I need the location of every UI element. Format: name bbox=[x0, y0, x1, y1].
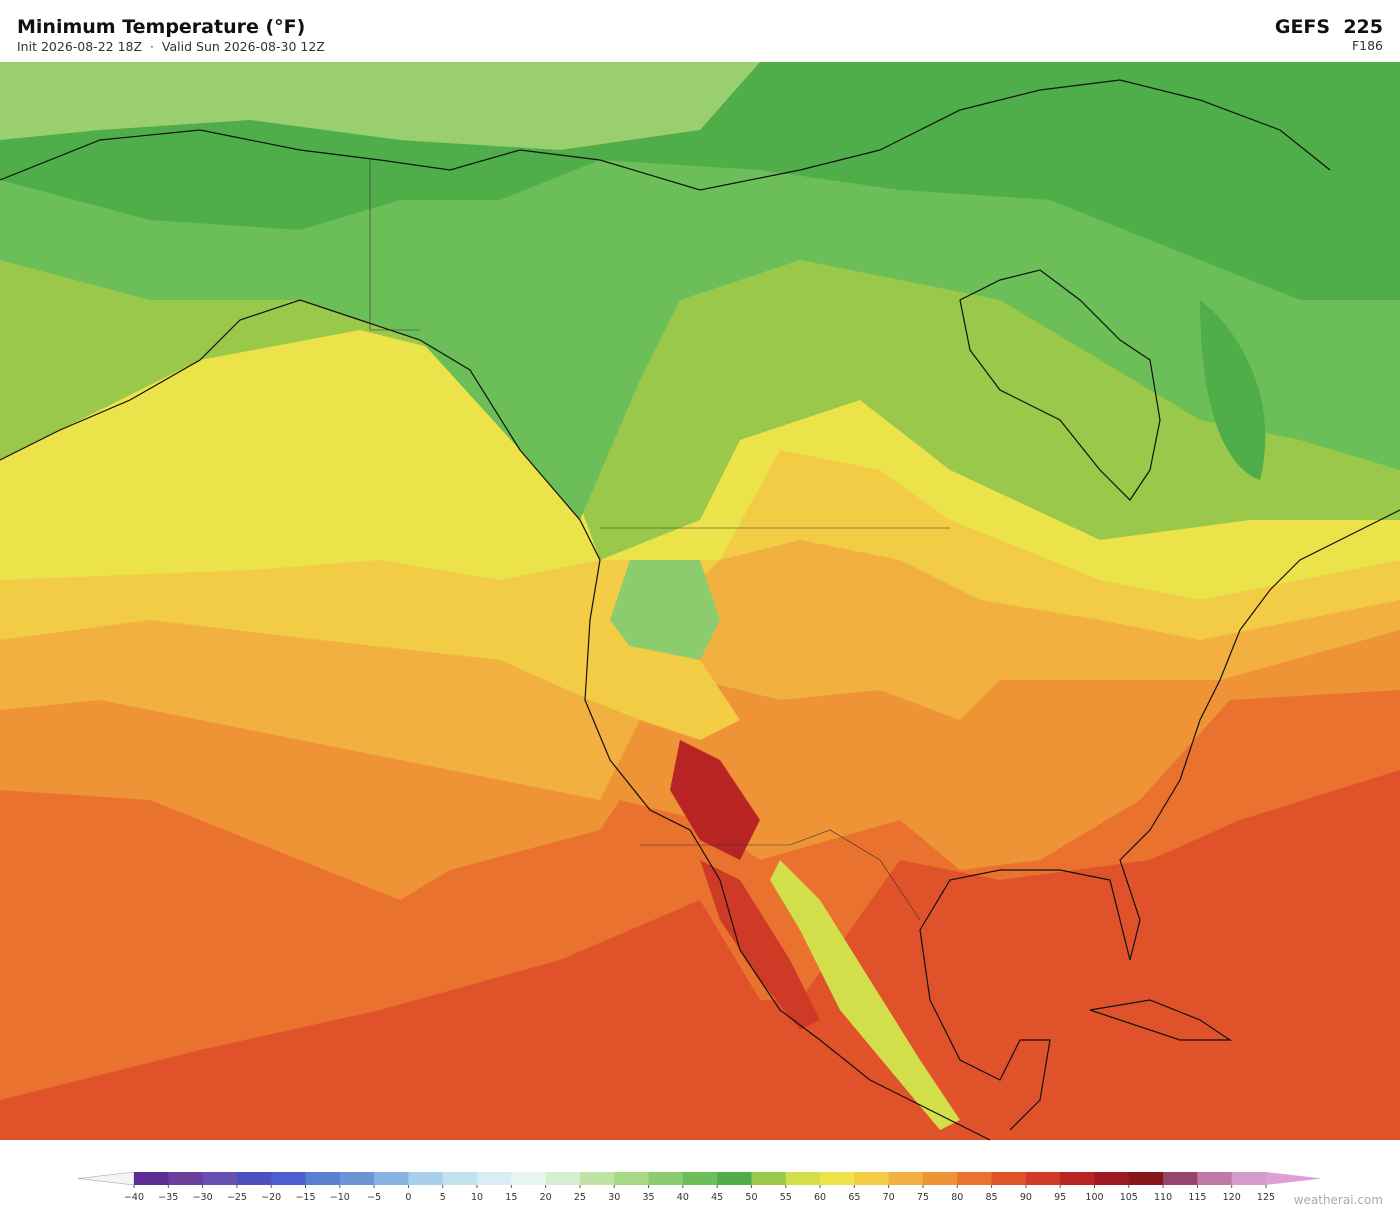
borders bbox=[369, 160, 950, 921]
coastline bbox=[959, 269, 1161, 501]
field bbox=[1200, 300, 1266, 480]
colorbar-tick-label: 85 bbox=[986, 1192, 998, 1203]
colorbar-tick-label: 70 bbox=[883, 1192, 895, 1203]
colorbar-tick-label: 50 bbox=[745, 1192, 757, 1203]
colorbar-segment bbox=[442, 1172, 478, 1185]
field bbox=[590, 640, 740, 740]
colorbar-tick-label: −25 bbox=[227, 1192, 247, 1203]
colorbar-segment bbox=[717, 1172, 752, 1185]
colorbar-segment bbox=[1094, 1172, 1130, 1185]
colorbar-segment bbox=[854, 1172, 890, 1185]
colorbar-segment bbox=[1231, 1172, 1267, 1185]
colorbar-tick-label: −15 bbox=[295, 1192, 315, 1203]
colorbar-segment bbox=[1197, 1172, 1233, 1185]
colorbar-segment bbox=[408, 1172, 444, 1185]
colorbar-tick-label: −30 bbox=[193, 1192, 213, 1203]
colorbar-segment bbox=[1060, 1172, 1095, 1185]
colorbar-tick-label: 40 bbox=[677, 1192, 689, 1203]
colorbar-tick-label: 60 bbox=[814, 1192, 826, 1203]
colorbar-segment bbox=[477, 1172, 512, 1185]
colorbar-segment bbox=[374, 1172, 409, 1185]
colorbar-tick-label: 105 bbox=[1120, 1192, 1138, 1203]
field bbox=[0, 62, 760, 150]
colorbar-tick-label: 110 bbox=[1154, 1192, 1172, 1203]
colorbar-tick-label: −40 bbox=[124, 1192, 144, 1203]
map bbox=[0, 62, 1400, 1140]
colorbar-tick-label: 15 bbox=[505, 1192, 517, 1203]
colorbar-segment bbox=[168, 1172, 204, 1185]
colorbar-tick-label: 95 bbox=[1054, 1192, 1066, 1203]
colorbar-tick-label: −35 bbox=[158, 1192, 178, 1203]
colorbar-tick-label: 80 bbox=[951, 1192, 963, 1203]
colorbar-segment bbox=[614, 1172, 650, 1185]
colorbar-segment bbox=[1163, 1172, 1198, 1185]
colorbar-tick-label: −10 bbox=[330, 1192, 350, 1203]
colorbar-tick-label: −5 bbox=[367, 1192, 381, 1203]
coastline bbox=[0, 79, 1331, 191]
colorbar-tick-label: −20 bbox=[261, 1192, 281, 1203]
colorbar-segment bbox=[339, 1172, 375, 1185]
colorbar-segment bbox=[1128, 1172, 1164, 1185]
coastline bbox=[0, 299, 991, 1141]
coastlines bbox=[0, 79, 1400, 1141]
colorbar-segment bbox=[751, 1172, 787, 1185]
colorbar-segment bbox=[305, 1172, 341, 1185]
colorbar-tick-label: 45 bbox=[711, 1192, 723, 1203]
colorbar-tick-label: 100 bbox=[1085, 1192, 1103, 1203]
colorbar-segment bbox=[820, 1172, 855, 1185]
colorbar-segment bbox=[1025, 1172, 1061, 1185]
colorbar-segment bbox=[271, 1172, 307, 1185]
colorbar-segment bbox=[888, 1172, 924, 1185]
colorbar-segment bbox=[202, 1172, 238, 1185]
colorbar-tick-label: 125 bbox=[1257, 1192, 1275, 1203]
colorbar-tick-label: 5 bbox=[440, 1192, 446, 1203]
map-subtitle: Init 2026-08-22 18Z · Valid Sun 2026-08-… bbox=[17, 39, 325, 54]
colorbar-tick-label: 65 bbox=[848, 1192, 860, 1203]
watermark: weatherai.com bbox=[1293, 1193, 1383, 1207]
colorbar-tick-label: 115 bbox=[1188, 1192, 1206, 1203]
colorbar-tick-label: 35 bbox=[642, 1192, 654, 1203]
colorbar-segment bbox=[579, 1172, 615, 1185]
colorbar-extend bbox=[1266, 1172, 1322, 1185]
colorbar-tick-label: 30 bbox=[608, 1192, 620, 1203]
colorbar-tick-label: 10 bbox=[471, 1192, 483, 1203]
colorbar-segment bbox=[236, 1172, 272, 1185]
colorbar-segment bbox=[785, 1172, 821, 1185]
forecast-hour: F186 bbox=[1351, 38, 1383, 53]
coastline bbox=[1089, 999, 1232, 1041]
border bbox=[640, 829, 921, 921]
colorbar-tick-label: 90 bbox=[1020, 1192, 1032, 1203]
map-title: Minimum Temperature (°F) bbox=[17, 16, 306, 38]
colorbar-tick-label: 75 bbox=[917, 1192, 929, 1203]
border bbox=[369, 160, 420, 331]
field bbox=[770, 860, 960, 1130]
colorbar-tick-label: 20 bbox=[540, 1192, 552, 1203]
colorbar-tick-label: 120 bbox=[1223, 1192, 1241, 1203]
coastline bbox=[919, 509, 1400, 1131]
colorbar-extend bbox=[77, 1171, 135, 1186]
colorbar-segment bbox=[648, 1172, 684, 1185]
colorbar-segment bbox=[511, 1172, 547, 1185]
colorbar-tick-label: 0 bbox=[405, 1192, 411, 1203]
colorbar-segment bbox=[957, 1172, 993, 1185]
field bbox=[700, 860, 820, 1030]
field bbox=[670, 740, 760, 860]
colorbar-segment bbox=[682, 1172, 718, 1185]
colorbar-segment bbox=[134, 1172, 169, 1185]
colorbar-tick-label: 55 bbox=[780, 1192, 792, 1203]
model-label: GEFS 225 bbox=[1274, 16, 1383, 38]
colorbar-tick-label: 25 bbox=[574, 1192, 586, 1203]
colorbar: −40 −35 −30 −25 −20 −15 −10 −5 0 5 10 15 20 25 30 35 40 4… bbox=[77, 1171, 1322, 1203]
colorbar-segment bbox=[922, 1172, 958, 1185]
colorbar-segment bbox=[991, 1172, 1027, 1185]
colorbar-segment bbox=[545, 1172, 581, 1185]
